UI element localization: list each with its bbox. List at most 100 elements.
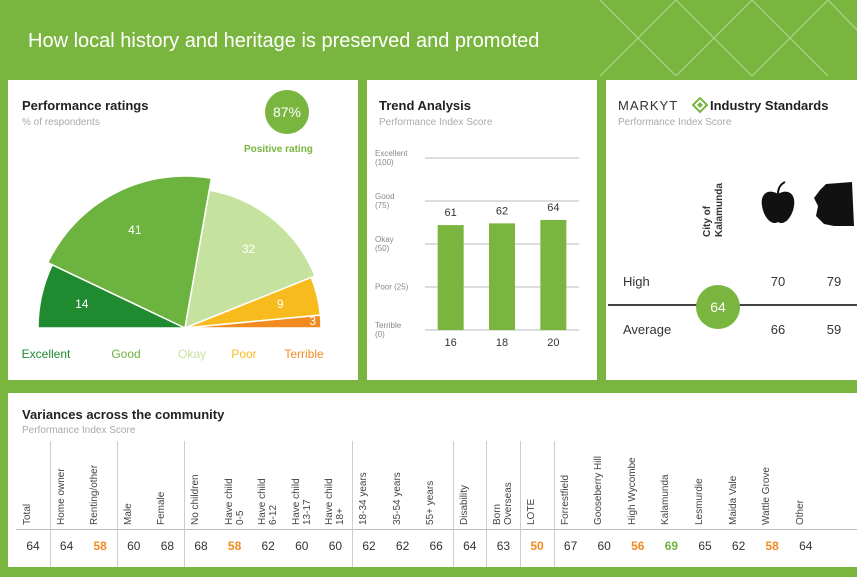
column-label: Wattle Grove <box>761 467 773 525</box>
legend-label: Terrible <box>284 347 324 361</box>
city-score: 64 <box>696 285 740 329</box>
brand: MARKYT <box>618 98 679 113</box>
column-label: Lesmurdie <box>694 478 705 525</box>
legend-label: Okay <box>178 347 206 361</box>
x-tick-label: 16 <box>445 337 457 349</box>
panel-subtitle: % of respondents <box>22 117 100 128</box>
column-label: Have child 18+ <box>324 478 347 525</box>
bar <box>437 225 464 330</box>
column-value: 66 <box>429 539 443 553</box>
column-value: 50 <box>530 539 544 553</box>
column-label: 18-34 years <box>358 472 369 525</box>
column-label: Kalamunda <box>660 474 672 525</box>
column-value: 65 <box>698 539 712 553</box>
row-value: 70 <box>770 274 786 289</box>
standards-panel: MARKYT Industry Standards Performance In… <box>606 80 857 380</box>
column-label: Female <box>156 491 168 525</box>
column-value: 62 <box>395 539 410 553</box>
trend-panel: Trend Analysis Performance Index Score 6… <box>367 80 597 380</box>
slice-label: 3 <box>309 314 316 328</box>
group-separator <box>116 441 118 567</box>
panel-title: Trend Analysis <box>379 98 471 113</box>
legend-label: Poor <box>231 347 256 361</box>
y-tick-label: Excellent (100) <box>375 149 408 167</box>
bar-chart: 61 16 62 18 64 20 <box>425 157 579 349</box>
y-tick-label: Poor (25) <box>375 282 409 292</box>
column-value: 64 <box>799 539 813 553</box>
slice-label: 9 <box>277 297 284 311</box>
panel-title: Variances across the community <box>22 407 225 422</box>
x-tick-label: 18 <box>496 337 508 349</box>
performance-panel: Performance ratings % of respondents 87%… <box>8 80 358 380</box>
column-label: Have child 13-17 <box>290 478 313 525</box>
column-value: 56 <box>631 539 645 553</box>
column-label: Total <box>22 503 33 525</box>
column-label: Gooseberry Hill <box>593 456 605 525</box>
row-label: Average <box>623 322 672 337</box>
bar-label: 61 <box>445 207 457 219</box>
column-label: Disability <box>458 484 470 525</box>
y-tick-label: Terrible (0) <box>375 321 402 339</box>
group-separator <box>352 441 353 567</box>
row-value: 59 <box>826 322 842 337</box>
column-value: 60 <box>127 539 141 553</box>
column-value: 64 <box>26 539 40 553</box>
column-label: High Wycombe <box>626 457 638 525</box>
column-value: 60 <box>328 539 343 553</box>
column-label: Forrestfield <box>559 474 571 525</box>
panel-subtitle: Performance Index Score <box>379 117 493 128</box>
slice-label: 41 <box>128 223 142 237</box>
pie-chart: 14 Excellent 41 Good 32 Okay 9 Poor 3 Terrible <box>22 175 324 361</box>
pie-slice <box>184 189 316 330</box>
column-label: Born Overseas <box>492 482 515 525</box>
legend-label: Good <box>111 347 140 361</box>
column-value: 69 <box>664 539 679 553</box>
pie-slice <box>46 175 213 330</box>
pie-slice <box>184 314 322 329</box>
slice-label: 32 <box>242 242 256 256</box>
bar-label: 62 <box>496 205 508 217</box>
column-value: 68 <box>194 539 208 553</box>
column-label: 35-54 years <box>391 472 403 525</box>
column-label: LOTE <box>526 498 537 525</box>
column-label: Have child 6-12 <box>257 478 280 525</box>
header: How local history and heritage is preser… <box>0 0 857 76</box>
brand-icon <box>692 97 708 113</box>
group-separator <box>486 441 488 567</box>
x-tick-label: 20 <box>547 337 559 349</box>
column-value: 64 <box>463 539 477 553</box>
row-value: 66 <box>770 322 786 337</box>
page-title: How local history and heritage is preser… <box>28 30 540 52</box>
positive-label: Positive rating <box>244 144 313 155</box>
group-separator <box>184 441 185 567</box>
column-value: 58 <box>93 539 107 553</box>
group-separator <box>553 441 555 567</box>
column-value: 68 <box>160 539 175 553</box>
bar-label: 64 <box>547 202 559 214</box>
variances-panel: Variances across the community Performan… <box>8 393 857 567</box>
column-label: No children <box>190 474 201 525</box>
column-value: 62 <box>731 539 746 553</box>
y-tick-label: Good (75) <box>375 192 395 210</box>
row-label: High <box>623 274 650 289</box>
column-label: Renting/other <box>89 464 101 525</box>
column-value: 58 <box>227 539 242 553</box>
positive-badge: 87% <box>265 90 309 134</box>
apple-icon <box>761 181 795 224</box>
header-pattern <box>599 0 857 76</box>
column-value: 62 <box>261 539 275 553</box>
wa-icon <box>814 182 854 226</box>
bar <box>540 219 567 330</box>
column-label: Have child 0-5 <box>223 478 246 525</box>
column-value: 60 <box>597 539 611 553</box>
column-label: Maida Vale <box>727 475 739 525</box>
y-tick-label: Okay (50) <box>375 235 394 253</box>
column-label: Other <box>794 499 806 525</box>
panel-title: Performance ratings <box>22 98 149 113</box>
column-value: 67 <box>563 539 578 553</box>
column-value: 62 <box>362 539 376 553</box>
divider <box>16 529 857 530</box>
column-label: 55+ years <box>425 480 437 525</box>
column-label: Male <box>122 503 134 525</box>
